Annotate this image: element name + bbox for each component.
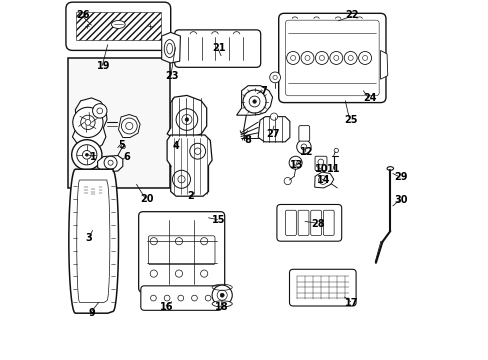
Bar [76,12,160,40]
Text: 22: 22 [345,10,359,20]
Polygon shape [167,135,212,196]
Circle shape [92,104,107,118]
Polygon shape [98,156,122,172]
Text: 23: 23 [164,71,178,81]
Polygon shape [162,32,180,63]
Ellipse shape [111,21,125,28]
Text: 25: 25 [343,114,357,125]
Circle shape [73,107,103,138]
Text: 24: 24 [362,93,376,103]
Circle shape [104,156,117,169]
Polygon shape [69,169,118,313]
Polygon shape [314,172,333,188]
Text: 7: 7 [260,86,266,96]
Text: 27: 27 [265,129,279,139]
Ellipse shape [386,167,393,170]
FancyBboxPatch shape [141,286,222,310]
Circle shape [329,51,342,64]
Circle shape [252,100,256,103]
Circle shape [72,140,102,170]
Text: 10: 10 [314,164,328,174]
Circle shape [189,143,205,159]
Circle shape [85,153,88,156]
Text: 28: 28 [311,219,325,229]
Circle shape [301,51,313,64]
Polygon shape [167,95,206,139]
Text: 14: 14 [316,175,330,185]
Circle shape [288,156,302,169]
Circle shape [358,51,371,64]
Text: 30: 30 [393,195,407,205]
Circle shape [212,285,232,305]
Text: 2: 2 [187,191,193,201]
Text: 15: 15 [211,215,225,225]
Text: 12: 12 [299,147,312,157]
Text: 3: 3 [85,233,92,243]
Polygon shape [380,50,387,79]
FancyBboxPatch shape [66,2,170,50]
Text: 11: 11 [326,164,340,174]
Text: 9: 9 [88,308,95,318]
FancyBboxPatch shape [289,269,355,306]
Text: 17: 17 [345,298,358,308]
Circle shape [315,51,328,64]
FancyBboxPatch shape [314,156,326,171]
Bar [68,58,169,188]
Circle shape [344,51,356,64]
Polygon shape [236,86,272,115]
Polygon shape [72,98,107,149]
Text: 6: 6 [123,152,129,162]
FancyBboxPatch shape [278,13,385,103]
Circle shape [296,140,310,154]
Ellipse shape [212,301,232,307]
Circle shape [286,51,299,64]
Polygon shape [258,117,289,142]
Text: 16: 16 [160,302,174,312]
Circle shape [284,177,291,185]
Text: 4: 4 [172,141,179,151]
FancyBboxPatch shape [276,204,341,241]
Text: 1: 1 [90,152,97,162]
FancyBboxPatch shape [174,30,260,67]
Text: 8: 8 [244,135,251,145]
Text: 20: 20 [140,194,153,204]
Circle shape [172,170,190,188]
Ellipse shape [164,40,175,58]
FancyBboxPatch shape [139,212,224,292]
FancyBboxPatch shape [298,126,309,141]
Text: 18: 18 [215,302,228,312]
Circle shape [185,118,188,121]
Circle shape [270,113,277,120]
Circle shape [121,118,137,134]
Text: 26: 26 [76,10,90,20]
Text: 19: 19 [97,60,110,71]
Circle shape [269,72,280,83]
Circle shape [243,90,265,113]
Text: 29: 29 [393,172,407,182]
Polygon shape [118,114,140,138]
Circle shape [176,109,197,130]
Text: 5: 5 [118,140,124,150]
Text: 13: 13 [289,160,303,170]
Circle shape [220,293,224,297]
Text: 21: 21 [211,42,225,53]
